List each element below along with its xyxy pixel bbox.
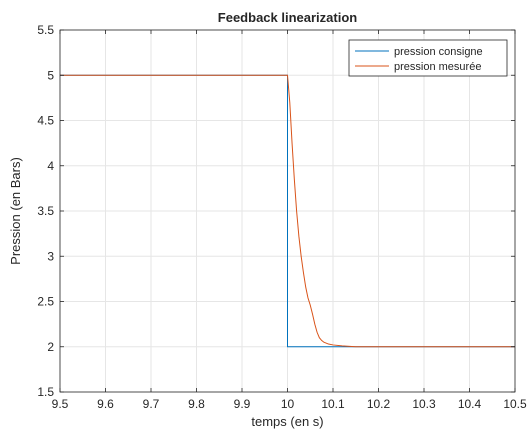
y-tick-label: 4.5: [37, 114, 54, 128]
y-tick-label: 5.5: [37, 23, 54, 37]
x-tick-label: 10.1: [321, 397, 345, 411]
x-tick-label: 9.8: [188, 397, 205, 411]
y-tick-label: 4: [47, 159, 54, 173]
y-tick-label: 1.5: [37, 385, 54, 399]
y-axis-ticks: 1.5 2 2.5 3 3.5 4 4.5 5 5.5: [37, 23, 515, 399]
x-tick-label: 10.5: [503, 397, 527, 411]
x-tick-label: 9.6: [97, 397, 114, 411]
chart-title: Feedback linearization: [218, 10, 357, 25]
x-tick-label: 10.3: [412, 397, 436, 411]
legend: pression consigne pression mesurée: [348, 39, 508, 77]
y-tick-label: 3.5: [37, 204, 54, 218]
x-tick-label: 10.4: [458, 397, 482, 411]
x-tick-label: 9.7: [143, 397, 160, 411]
y-axis-label: Pression (en Bars): [8, 157, 23, 265]
x-tick-label: 9.9: [234, 397, 251, 411]
legend-label-1: pression consigne: [394, 46, 483, 58]
y-tick-label: 5: [47, 68, 54, 82]
y-tick-label: 2.5: [37, 295, 54, 309]
x-axis-label: temps (en s): [251, 414, 323, 429]
x-tick-label: 9.5: [52, 397, 69, 411]
y-tick-label: 3: [47, 249, 54, 263]
legend-label-2: pression mesurée: [394, 61, 481, 73]
x-tick-label: 10: [281, 397, 295, 411]
series-layer: [60, 74, 515, 348]
y-tick-label: 2: [47, 340, 54, 354]
legend-box: [348, 39, 508, 77]
series-line-2: [60, 74, 515, 348]
x-tick-label: 10.2: [367, 397, 391, 411]
x-axis-ticks: 9.5 9.6 9.7 9.8 9.9 10 10.1 10.2 10.3 10.4 10.5: [52, 30, 527, 411]
